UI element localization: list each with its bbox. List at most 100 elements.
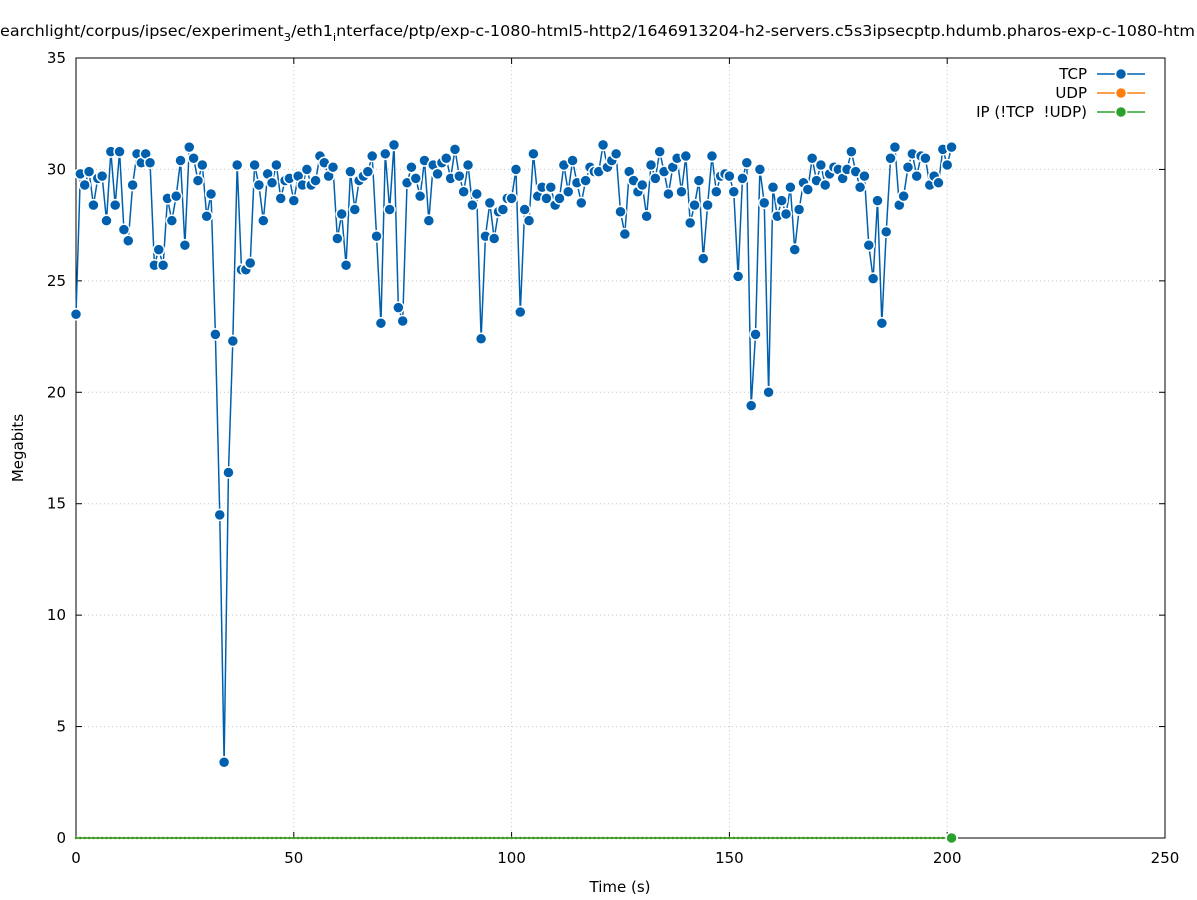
data-point bbox=[183, 140, 196, 154]
data-point bbox=[654, 836, 657, 840]
data-point bbox=[427, 836, 431, 840]
legend-label: TCP bbox=[1058, 65, 1087, 83]
data-point bbox=[487, 232, 501, 245]
data-point bbox=[287, 194, 301, 207]
data-point bbox=[549, 836, 553, 840]
data-point bbox=[183, 836, 187, 840]
data-point bbox=[379, 836, 383, 840]
data-point bbox=[910, 169, 923, 183]
data-point bbox=[640, 209, 653, 223]
x-tick-label: 250 bbox=[1151, 849, 1180, 867]
data-point bbox=[580, 836, 583, 840]
data-point bbox=[776, 836, 779, 840]
data-point bbox=[675, 185, 688, 198]
data-point bbox=[863, 836, 866, 840]
data-point bbox=[588, 836, 592, 840]
data-point bbox=[214, 836, 217, 840]
legend-label: UDP bbox=[1055, 84, 1087, 102]
data-point bbox=[353, 836, 356, 840]
data-point bbox=[318, 836, 322, 840]
data-point bbox=[728, 836, 731, 840]
data-point bbox=[522, 214, 536, 227]
data-point bbox=[505, 192, 518, 205]
data-point bbox=[127, 836, 130, 840]
data-point bbox=[536, 836, 539, 840]
data-point bbox=[763, 836, 766, 840]
data-point bbox=[144, 836, 147, 840]
data-point bbox=[113, 145, 126, 158]
data-point bbox=[339, 259, 353, 272]
y-tick-label: 20 bbox=[47, 383, 66, 401]
data-point bbox=[879, 225, 893, 239]
data-point bbox=[697, 252, 710, 265]
data-point bbox=[201, 836, 204, 840]
chart-title: earchlight/corpus/ipsec/experiment 3/eth1… bbox=[0, 22, 1195, 44]
data-point bbox=[784, 181, 797, 194]
data-point bbox=[697, 836, 701, 840]
data-point bbox=[497, 836, 500, 840]
data-point bbox=[148, 836, 152, 840]
data-point bbox=[191, 174, 205, 187]
data-point bbox=[231, 836, 235, 840]
data-point bbox=[422, 214, 436, 227]
data-point bbox=[818, 178, 832, 192]
data-point bbox=[217, 755, 231, 769]
data-point bbox=[331, 232, 344, 245]
data-point bbox=[876, 836, 879, 840]
data-point bbox=[122, 836, 126, 840]
data-point bbox=[753, 163, 767, 176]
data-point bbox=[688, 198, 701, 212]
data-point bbox=[170, 836, 174, 840]
data-point bbox=[69, 308, 83, 321]
data-point bbox=[288, 836, 291, 840]
data-point bbox=[301, 836, 304, 840]
data-point bbox=[662, 836, 666, 840]
data-point bbox=[83, 836, 86, 840]
data-point bbox=[758, 836, 762, 840]
data-point bbox=[579, 174, 592, 187]
data-point bbox=[327, 836, 330, 840]
data-point bbox=[109, 836, 113, 840]
data-point bbox=[766, 181, 780, 194]
data-point bbox=[784, 836, 788, 840]
data-point bbox=[871, 194, 884, 207]
data-point bbox=[540, 836, 544, 840]
data-point bbox=[575, 196, 588, 210]
data-point bbox=[156, 259, 170, 272]
data-point bbox=[679, 149, 693, 163]
data-point bbox=[196, 836, 200, 840]
data-point bbox=[431, 836, 435, 840]
data-point bbox=[174, 154, 187, 167]
data-point bbox=[326, 160, 340, 174]
data-point bbox=[845, 145, 858, 158]
data-point bbox=[810, 836, 814, 840]
data-point bbox=[644, 158, 658, 172]
data-point bbox=[457, 185, 470, 198]
data-point bbox=[431, 167, 444, 181]
data-point bbox=[453, 836, 457, 840]
data-point bbox=[701, 198, 714, 212]
data-point bbox=[837, 836, 840, 840]
title-subscript: 3 bbox=[284, 31, 291, 44]
data-point bbox=[727, 185, 741, 198]
data-point bbox=[828, 836, 831, 840]
data-point bbox=[357, 836, 361, 840]
data-point bbox=[143, 156, 157, 169]
data-point bbox=[706, 836, 709, 840]
data-point bbox=[649, 836, 653, 840]
data-point bbox=[932, 836, 936, 840]
data-point bbox=[928, 836, 931, 840]
data-point bbox=[188, 836, 191, 840]
data-point bbox=[937, 836, 940, 840]
data-point bbox=[597, 836, 600, 840]
data-point bbox=[449, 836, 452, 840]
data-point bbox=[553, 836, 557, 840]
data-point bbox=[165, 214, 179, 227]
data-point bbox=[174, 836, 178, 840]
data-point bbox=[806, 836, 810, 840]
data-point bbox=[940, 158, 954, 172]
data-point bbox=[479, 836, 483, 840]
data-point bbox=[884, 152, 897, 165]
data-point bbox=[466, 836, 470, 840]
data-point bbox=[323, 836, 326, 840]
